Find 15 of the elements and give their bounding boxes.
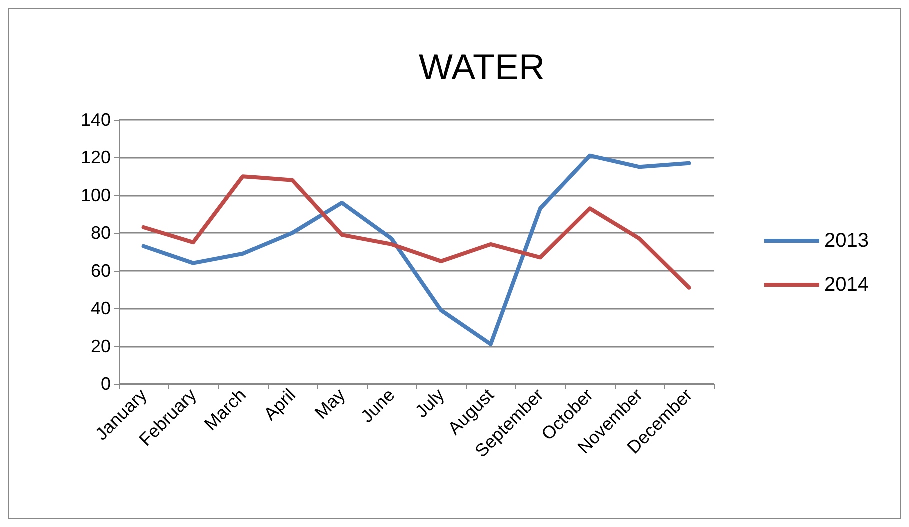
x-tick-label: May	[311, 384, 350, 424]
y-tick-label: 140	[80, 110, 111, 130]
line-series	[142, 154, 692, 346]
y-tick-label: 120	[80, 148, 111, 168]
y-tick-label: 80	[90, 223, 111, 244]
legend-label: 2014	[824, 274, 870, 296]
y-tick-label: 100	[80, 185, 111, 206]
line-series	[142, 174, 692, 290]
legend-label: 2013	[824, 230, 870, 252]
y-tick-label: 60	[90, 260, 111, 281]
chart-title: WATER	[419, 46, 545, 88]
x-tick-label: July	[412, 384, 448, 422]
y-tick-label: 0	[100, 374, 111, 394]
y-tick-label: 20	[90, 336, 111, 356]
y-tick-label: 40	[90, 298, 111, 319]
